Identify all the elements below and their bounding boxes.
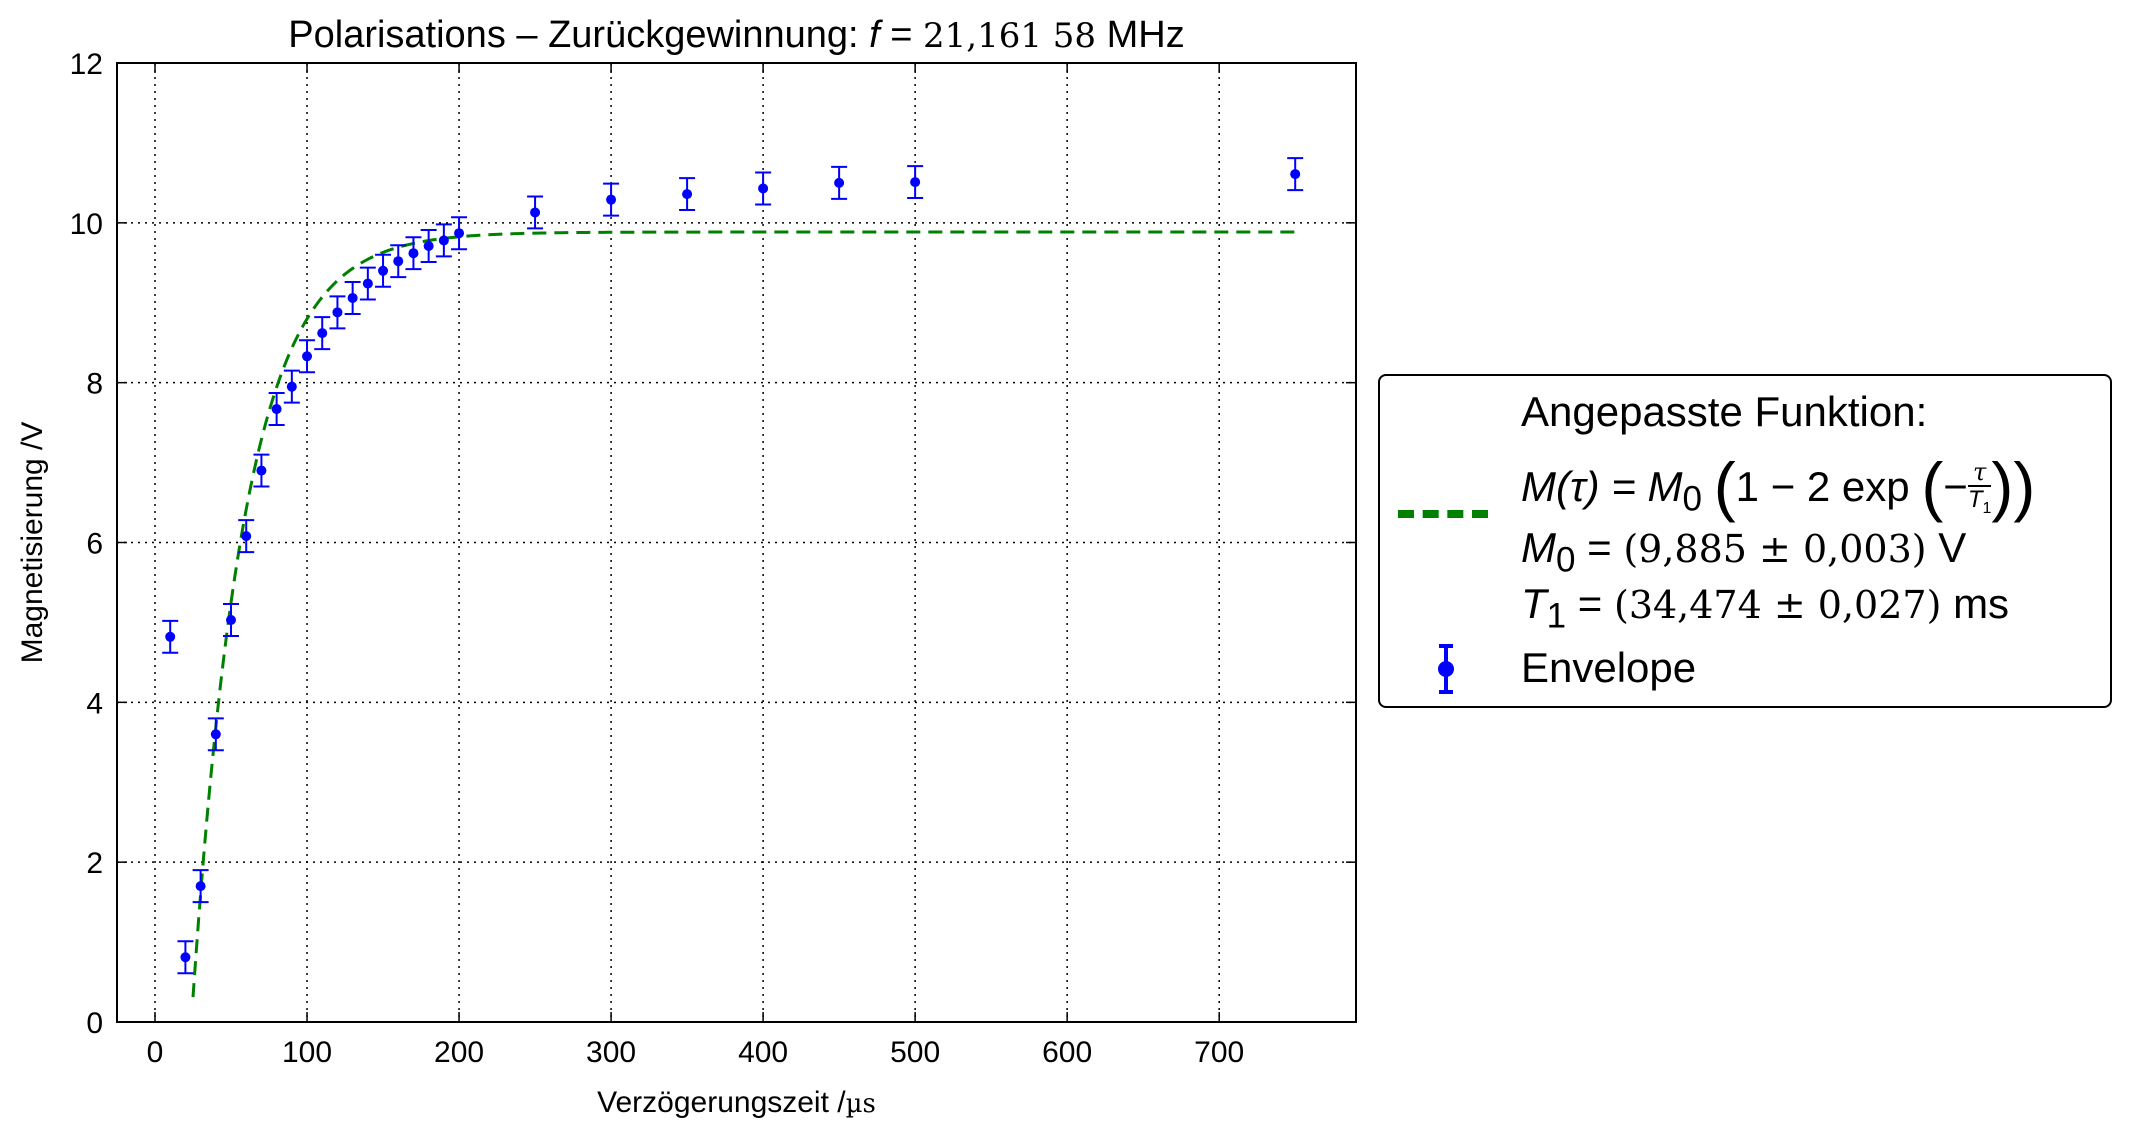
x-tick-label: 0 [147, 1036, 164, 1069]
y-tick-label: 4 [86, 687, 103, 720]
point-marker [393, 256, 404, 267]
data-point [420, 229, 437, 263]
x-tick-label: 700 [1194, 1036, 1244, 1069]
data-point [283, 369, 300, 404]
y-tick-label: 12 [70, 48, 103, 81]
x-axis-label: Verzögerungszeit /µs [597, 1086, 876, 1119]
grid-lines [117, 63, 1356, 1022]
data-point [359, 266, 376, 301]
legend-t1-result: T1 = (34,474 ± 0,027) ms [1521, 580, 2010, 636]
y-axis-label: Magnetisierung /V [16, 422, 49, 664]
x-tick-label: 400 [738, 1036, 788, 1069]
x-tick-label: 500 [890, 1036, 940, 1069]
data-point [268, 392, 285, 427]
data-point [299, 339, 316, 374]
legend-envelope-marker [1438, 644, 1454, 694]
point-marker [180, 952, 191, 963]
legend: Angepasste Funktion: M(τ) = M0 (1 − 2 ex… [1378, 374, 2112, 708]
point-marker [758, 183, 769, 194]
x-tick-label: 100 [282, 1036, 332, 1069]
point-marker [910, 177, 921, 188]
point-marker [302, 351, 313, 362]
x-tick-label: 600 [1042, 1036, 1092, 1069]
point-marker [210, 729, 221, 740]
data-point [329, 295, 346, 330]
point-marker [195, 881, 206, 892]
data-point [831, 165, 848, 200]
legend-m0-result: M0 = (9,885 ± 0,003) V [1521, 524, 1967, 580]
data-point [451, 216, 468, 251]
y-tick-label: 10 [70, 208, 103, 241]
y-tick-label: 8 [86, 368, 103, 401]
data-point [223, 603, 240, 638]
point-marker [332, 307, 343, 318]
point-marker [271, 404, 282, 415]
point-marker [347, 292, 358, 303]
point-marker [682, 189, 693, 200]
point-marker [423, 241, 434, 252]
data-point [238, 519, 255, 554]
data-point [390, 244, 407, 279]
point-marker [256, 465, 267, 476]
data-point [207, 717, 224, 752]
data-point [192, 869, 209, 904]
point-marker [834, 177, 845, 188]
data-point [1287, 157, 1304, 192]
data-point [314, 316, 331, 351]
data-point [755, 171, 772, 206]
point-marker [606, 194, 617, 205]
data-point [907, 165, 924, 200]
x-tick-label: 300 [586, 1036, 636, 1069]
data-point [253, 453, 270, 488]
data-point [344, 280, 361, 315]
point-marker [241, 531, 252, 542]
axis-ticks: 0 100 200 300 400 500 600 700 0 2 4 6 8 10 12 [70, 48, 1356, 1069]
data-points-group [162, 157, 1304, 975]
point-marker [438, 235, 449, 246]
point-marker [454, 228, 465, 239]
data-point [405, 236, 422, 271]
y-tick-label: 6 [86, 528, 103, 561]
point-marker [362, 278, 373, 289]
point-marker [226, 615, 237, 626]
y-tick-label: 0 [86, 1007, 103, 1040]
point-marker [1290, 169, 1301, 180]
point-marker [378, 265, 389, 276]
plot-frame [116, 62, 1357, 1023]
data-point [527, 195, 544, 230]
y-tick-label: 2 [86, 847, 103, 880]
chart-title: Polarisations – Zurückgewinnung: f = 21,… [288, 14, 1184, 56]
fit-curve-group [191, 230, 1296, 998]
point-marker [317, 328, 328, 339]
legend-heading: Angepasste Funktion: [1521, 388, 1928, 435]
data-point [603, 182, 620, 217]
fit-curve [191, 230, 1296, 998]
legend-fit-line-swatch [1398, 510, 1488, 518]
data-point [679, 177, 696, 212]
chart-svg: 0 100 200 300 400 500 600 700 0 2 4 6 8 10 12 Polarisa… [16, 14, 1357, 1119]
point-marker [286, 381, 297, 392]
point-marker [165, 631, 176, 642]
x-tick-label: 200 [434, 1036, 484, 1069]
data-point [177, 940, 194, 975]
data-point [435, 223, 452, 258]
legend-formula: M(τ) = M0 (1 − 2 exp (− τ T1)) [1521, 449, 2036, 523]
legend-envelope-label: Envelope [1521, 644, 1697, 691]
point-marker [530, 207, 541, 218]
point-marker [408, 248, 419, 259]
data-point [162, 619, 179, 654]
data-point [375, 253, 392, 288]
